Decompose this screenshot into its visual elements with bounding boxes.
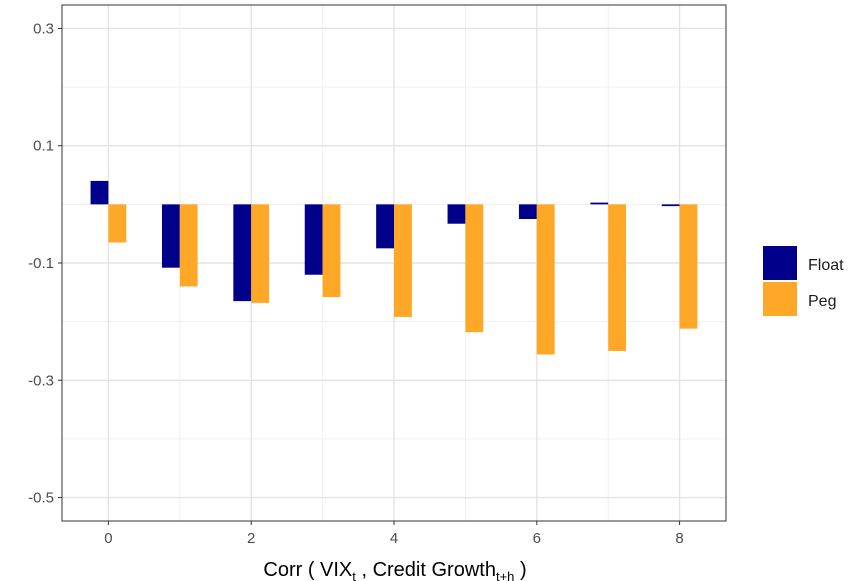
bar-peg-3: [322, 204, 341, 298]
bar-float-1: [161, 204, 180, 268]
bar-peg-8: [679, 204, 698, 329]
x-axis-title-sub: t: [352, 569, 356, 581]
bar-float-8: [661, 204, 680, 207]
y-tick-label: -0.5: [28, 490, 54, 507]
bar-peg-1: [179, 204, 198, 287]
x-tick-label: 0: [104, 530, 112, 547]
bar-peg-2: [251, 204, 270, 303]
y-tick-label: -0.3: [28, 372, 54, 389]
bar-float-7: [590, 202, 609, 205]
x-axis-title-part: , Credit Growth: [356, 559, 496, 581]
bar-float-5: [447, 204, 466, 224]
y-tick-label: -0.1: [28, 255, 54, 272]
legend-key-float: [763, 246, 797, 280]
bars: [90, 180, 698, 355]
legend: Float Peg: [763, 246, 844, 316]
x-axis-title-part: Corr ( VIX: [263, 559, 352, 581]
x-tick-label: 6: [533, 530, 541, 547]
bar-peg-4: [394, 204, 412, 317]
bar-peg-5: [465, 204, 484, 333]
y-tick-label: 0.1: [33, 138, 54, 155]
legend-key-peg: [763, 282, 797, 316]
x-tick-label: 2: [247, 530, 255, 547]
bar-peg-7: [608, 204, 627, 351]
y-axis: 0.3 0.1 -0.1 -0.3 -0.5: [28, 20, 62, 507]
bar-float-4: [376, 204, 394, 249]
legend-label-float: Float: [808, 257, 844, 274]
bar-float-2: [233, 204, 252, 302]
legend-label-peg: Peg: [808, 293, 836, 310]
x-tick-label: 8: [675, 530, 683, 547]
bar-peg-0: [108, 204, 127, 243]
x-axis: 0 2 4 6 8: [104, 521, 684, 547]
bar-peg-6: [536, 204, 555, 355]
bar-float-0: [90, 180, 109, 205]
x-axis-title-sub: t+h: [496, 569, 514, 581]
x-axis-title: Corr ( VIXt , Credit Growtht+h ): [263, 559, 526, 581]
bar-float-6: [518, 204, 537, 220]
x-tick-label: 4: [390, 530, 398, 547]
bar-float-3: [304, 204, 323, 275]
x-axis-title-part: ): [514, 559, 526, 581]
y-tick-label: 0.3: [33, 20, 54, 37]
